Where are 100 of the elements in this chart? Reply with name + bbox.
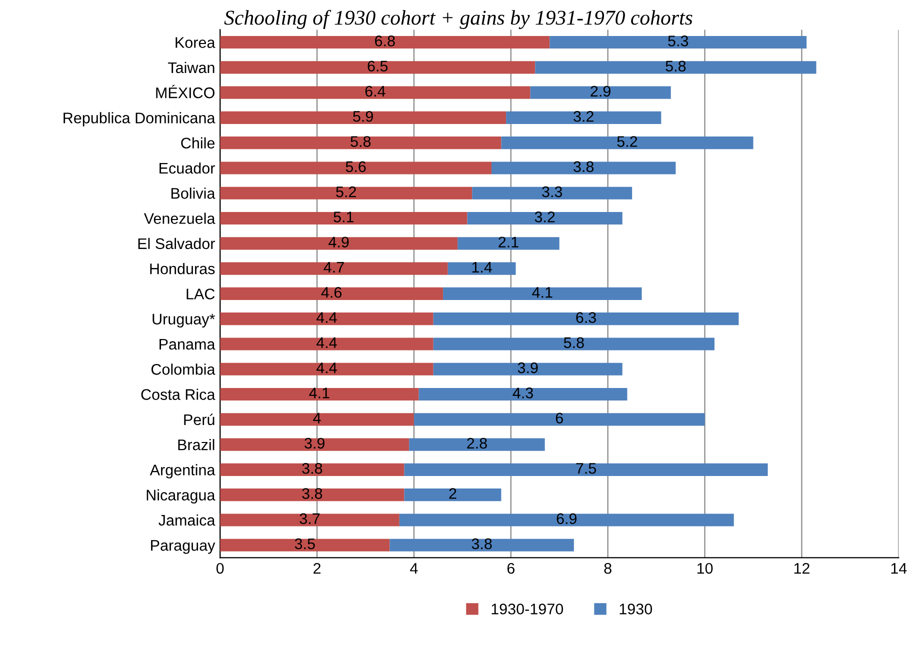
x-tick-label: 4 (410, 563, 418, 574)
bar (492, 162, 676, 174)
y-tick-label: Republica Dominicana (64, 112, 216, 126)
data-label: 4.6 (321, 286, 342, 298)
data-label: 5.3 (668, 36, 688, 46)
y-tick-label: Venezuela (144, 212, 216, 224)
x-tick-label: 2 (314, 562, 320, 574)
bar (535, 61, 816, 74)
data-label: 6.5 (368, 60, 388, 72)
y-tick-label: El Salvador (138, 238, 215, 250)
bar (409, 438, 545, 451)
bar (220, 186, 472, 200)
data-label: 5.8 (666, 60, 686, 72)
data-label: 4.4 (316, 337, 337, 348)
y-tick-label: Brazil (178, 439, 214, 450)
data-label: 6.8 (375, 36, 395, 46)
data-label: 3.3 (542, 186, 562, 198)
data-label: 3.5 (294, 538, 315, 550)
data-label: 3.2 (534, 212, 555, 222)
y-tick-label: MÉXICO (156, 84, 214, 98)
y-tick-label: Uruguay* (152, 314, 215, 328)
data-label: 2 (449, 488, 456, 499)
y-tick-label: Paraguay (151, 540, 216, 554)
data-label: 6 (556, 412, 563, 424)
y-tick-label: Jamaica (158, 514, 216, 526)
bar (433, 338, 714, 350)
bar (220, 237, 458, 250)
y-tick-label: Panama (160, 339, 216, 350)
bar (220, 413, 414, 426)
data-label: 3.8 (302, 462, 322, 474)
data-label: 5.1 (334, 212, 354, 222)
data-label: 4.9 (328, 236, 349, 248)
bar (220, 338, 434, 350)
x-tick-label: 8 (604, 562, 612, 574)
y-tick-label: Taiwan (168, 62, 214, 74)
data-label: 7.5 (576, 463, 596, 474)
data-label: 4.3 (512, 388, 533, 398)
bar (530, 86, 671, 99)
data-label: 5.9 (353, 110, 373, 122)
data-label: 5.8 (564, 337, 584, 348)
y-tick-label: Colombia (151, 364, 216, 375)
y-tick-label: Perú (184, 414, 214, 426)
bar (220, 388, 419, 401)
legend-label: 1930-1970 (492, 604, 564, 614)
bar (399, 514, 734, 526)
bar (550, 36, 807, 49)
y-tick-label: LAC (186, 288, 215, 300)
bar (501, 136, 754, 150)
y-tick-label: Argentina (150, 464, 216, 478)
bar (220, 36, 550, 49)
data-label: 2.8 (467, 438, 487, 449)
bar (414, 413, 705, 426)
bar (506, 111, 662, 124)
bar (467, 212, 622, 225)
bar (472, 186, 632, 200)
data-label: 3.7 (300, 513, 320, 524)
data-label: 5.2 (336, 186, 356, 198)
y-tick-label: Bolivia (171, 188, 216, 199)
bar (220, 438, 410, 451)
bar (220, 262, 448, 275)
bar (220, 362, 434, 376)
bar (220, 111, 506, 124)
bar (220, 212, 468, 225)
data-label: 3.9 (304, 438, 324, 449)
bar (418, 388, 628, 401)
data-label: 4.1 (309, 388, 330, 398)
x-tick-label: 6 (507, 562, 514, 574)
bar (220, 312, 434, 326)
data-label: 6.9 (556, 513, 577, 524)
data-label: 2.1 (498, 236, 518, 248)
bar (390, 538, 574, 552)
bar (220, 287, 444, 300)
x-tick-label: 14 (891, 563, 907, 574)
bar (443, 287, 642, 300)
bar (404, 463, 768, 476)
data-label: 5.2 (617, 136, 638, 147)
data-label: 2.9 (590, 86, 610, 97)
data-label: 4.7 (324, 262, 344, 273)
bar (220, 488, 404, 502)
x-tick-label: 0 (216, 562, 224, 574)
data-label: 6.4 (365, 86, 386, 97)
bar (433, 362, 622, 376)
data-label: 6.3 (576, 312, 596, 323)
data-label: 5.6 (346, 161, 366, 172)
y-tick-label: Chile (181, 137, 215, 149)
y-tick-label: Honduras (150, 263, 215, 274)
bar (220, 463, 404, 476)
legend-label: 1930 (620, 604, 652, 614)
data-label: 4.1 (532, 287, 552, 298)
bar (220, 86, 530, 99)
data-label: 3.8 (574, 161, 594, 172)
data-label: 5.8 (350, 136, 371, 147)
data-label: 4.4 (316, 362, 337, 374)
y-tick-label: Korea (176, 37, 216, 48)
data-label: 4 (313, 412, 321, 424)
data-label: 4.4 (316, 312, 337, 323)
bar (220, 162, 492, 174)
y-tick-label: Nicaragua (146, 489, 216, 504)
bar (448, 262, 516, 275)
data-label: 3.2 (574, 110, 594, 122)
